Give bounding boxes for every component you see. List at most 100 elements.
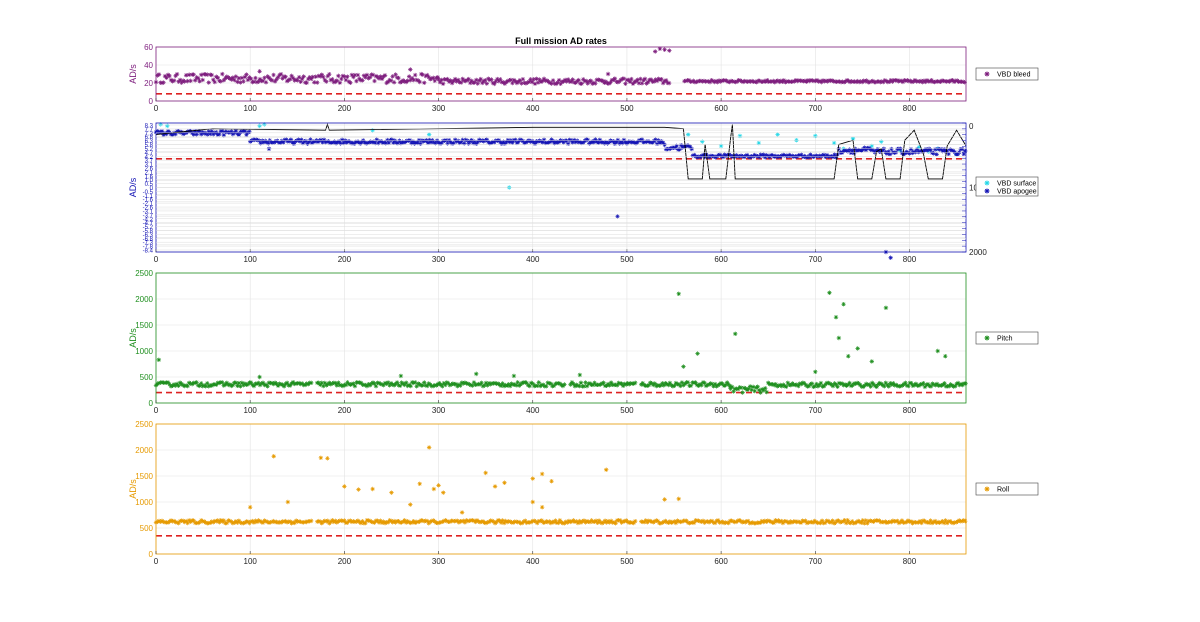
data-point — [847, 147, 852, 152]
data-point — [881, 79, 886, 85]
data-point — [348, 141, 354, 146]
series-1 — [153, 290, 968, 395]
y-tick-label: 3.1 — [145, 163, 154, 169]
data-point — [934, 152, 939, 157]
data-point — [205, 381, 210, 386]
data-point — [898, 146, 903, 152]
data-point — [715, 518, 721, 523]
data-point — [593, 518, 599, 523]
data-point — [466, 141, 471, 146]
data-point — [833, 520, 838, 525]
data-point — [319, 380, 324, 386]
data-point — [303, 138, 309, 144]
data-point — [287, 76, 293, 82]
data-point — [801, 79, 806, 84]
data-point — [807, 78, 812, 84]
data-point — [444, 518, 450, 524]
data-point — [333, 518, 338, 524]
data-point — [403, 380, 409, 385]
data-point — [734, 153, 739, 158]
data-point — [792, 519, 798, 524]
data-point — [340, 518, 346, 524]
legend-marker — [984, 180, 990, 186]
data-point — [602, 518, 608, 523]
data-point — [615, 213, 620, 219]
data-point — [472, 139, 477, 144]
data-point — [844, 148, 849, 154]
data-point — [373, 140, 378, 146]
data-point — [214, 130, 219, 135]
data-point — [863, 518, 868, 523]
data-point — [188, 381, 193, 386]
data-point — [268, 77, 273, 82]
data-point — [463, 137, 468, 143]
data-point — [413, 380, 418, 385]
data-point — [370, 140, 375, 145]
data-point — [958, 381, 964, 387]
data-point — [323, 139, 328, 145]
data-point — [856, 518, 861, 524]
data-point — [654, 78, 660, 84]
data-point — [733, 79, 738, 85]
data-point — [483, 470, 488, 476]
data-point — [785, 380, 790, 385]
data-point — [239, 380, 245, 386]
data-point — [652, 381, 658, 386]
data-point — [455, 518, 460, 523]
data-point — [316, 73, 321, 79]
data-point — [667, 380, 673, 386]
legend-box — [975, 67, 1039, 81]
data-point — [419, 518, 424, 523]
data-point — [515, 380, 520, 385]
data-point — [611, 520, 617, 525]
data-point — [199, 381, 204, 386]
data-point — [241, 79, 246, 84]
x-tick-label: 600 — [714, 104, 728, 113]
x-tick-label: 300 — [432, 406, 446, 415]
data-point — [435, 520, 441, 526]
data-point — [192, 78, 198, 83]
data-point — [712, 520, 718, 526]
right-tick-label: 0 — [969, 122, 974, 131]
data-point — [558, 81, 563, 86]
data-point — [806, 383, 812, 389]
data-point — [517, 137, 523, 142]
data-point — [587, 79, 592, 84]
y-tick-label: -6.8 — [143, 237, 154, 243]
data-point — [322, 77, 327, 83]
data-point — [875, 147, 881, 152]
data-point — [817, 153, 822, 159]
data-point — [443, 518, 448, 523]
data-point — [351, 74, 356, 80]
y-tick-label: 3.7 — [145, 159, 154, 165]
data-point — [235, 79, 240, 85]
data-point — [403, 139, 408, 144]
data-point — [258, 141, 263, 146]
data-point — [719, 78, 725, 83]
data-point — [871, 148, 876, 153]
data-point — [535, 80, 541, 85]
data-point — [855, 78, 860, 84]
data-point — [844, 77, 850, 83]
data-point — [380, 140, 385, 146]
data-point — [630, 139, 636, 144]
data-point — [244, 132, 249, 138]
data-point — [419, 71, 424, 77]
data-point — [829, 78, 835, 83]
data-point — [372, 78, 377, 84]
data-point — [848, 520, 853, 526]
data-point — [950, 520, 956, 526]
data-point — [492, 81, 497, 87]
data-point — [497, 518, 502, 523]
data-point — [339, 137, 345, 143]
data-point — [597, 77, 603, 83]
data-point — [846, 354, 851, 359]
data-point — [576, 77, 581, 83]
data-point — [158, 122, 163, 127]
data-point — [669, 520, 674, 525]
data-point — [521, 380, 526, 385]
data-point — [209, 72, 214, 78]
data-point — [351, 519, 356, 524]
y-tick-label: 1000 — [135, 347, 153, 356]
data-point — [299, 137, 304, 142]
